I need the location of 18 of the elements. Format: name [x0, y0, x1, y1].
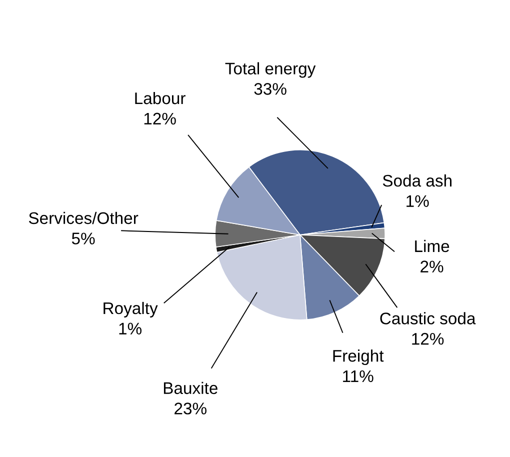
data-label: 23%: [174, 402, 206, 414]
data-label: 5%: [72, 232, 95, 244]
slice-label: Soda ash: [382, 174, 452, 187]
data-label: 1%: [406, 195, 429, 207]
slice-label: Total energy: [225, 62, 316, 78]
data-label: 11%: [343, 370, 374, 382]
data-label: 2%: [420, 260, 444, 272]
slice-label: Bauxite: [164, 382, 218, 394]
slice-label: Caustic soda: [380, 312, 476, 324]
slice-label: Labour: [135, 92, 186, 104]
data-label: 1%: [119, 322, 142, 334]
slice-label: Freight: [333, 350, 384, 366]
slice-label: Services/Other: [28, 212, 138, 224]
data-label: 33%: [254, 83, 286, 95]
data-label: 12%: [144, 112, 176, 125]
slice-label: Royalty: [104, 302, 158, 318]
data-label: 12%: [412, 332, 444, 345]
slice-label: Lime: [415, 240, 450, 252]
